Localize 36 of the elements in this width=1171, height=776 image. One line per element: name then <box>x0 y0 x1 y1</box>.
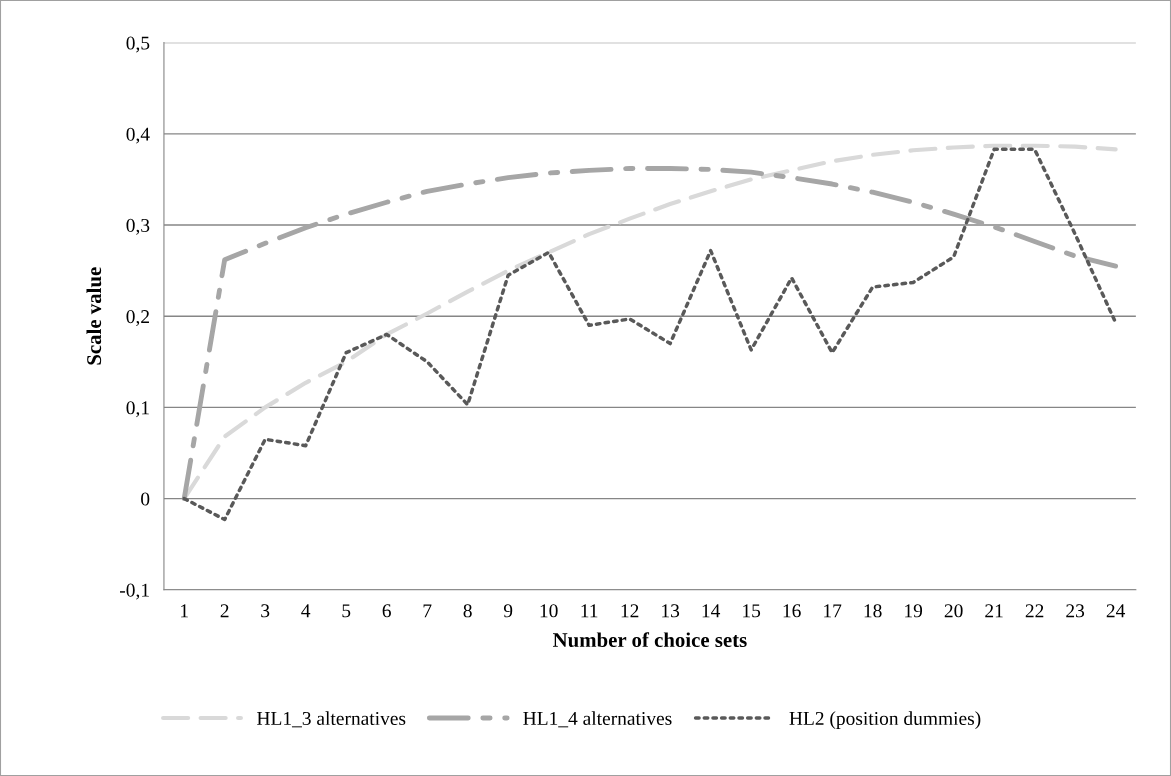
y-tick-label: 0,4 <box>126 127 150 144</box>
y-tick-label: 0,1 <box>126 401 149 418</box>
x-tick-label: 16 <box>783 604 801 618</box>
y-tick-label: 0 <box>141 492 150 506</box>
x-tick-label: 22 <box>1025 604 1044 618</box>
x-tick-label: 12 <box>621 604 639 618</box>
x-tick-label: 10 <box>540 604 558 618</box>
y-tick-label: 0,5 <box>126 36 150 53</box>
legend-label: HL1_4 alternatives <box>523 711 672 728</box>
x-axis-title: Number of choice sets <box>552 632 747 648</box>
x-tick-label: 11 <box>581 604 598 618</box>
x-tick-label: 13 <box>662 604 680 618</box>
x-tick-label: 17 <box>824 604 842 618</box>
x-tick-label: 7 <box>423 604 432 618</box>
x-tick-label: 1 <box>181 604 188 618</box>
x-tick-label: 8 <box>463 604 472 618</box>
x-tick-label: 5 <box>342 604 351 618</box>
y-tick-label: -0,1 <box>119 583 149 600</box>
x-tick-label: 20 <box>944 604 963 618</box>
x-tick-label: 6 <box>382 604 391 618</box>
x-tick-label: 9 <box>503 604 513 618</box>
x-tick-label: 4 <box>301 604 311 618</box>
x-tick-label: 18 <box>864 604 882 618</box>
x-tick-label: 14 <box>702 604 721 618</box>
legend-label: HL2 (position dummies) <box>789 711 981 729</box>
x-tick-label: 23 <box>1066 604 1085 618</box>
x-tick-label: 21 <box>985 604 1003 618</box>
x-tick-label: 19 <box>905 604 923 618</box>
legend-label: HL1_3 alternatives <box>257 711 406 728</box>
y-tick-label: 0,2 <box>126 310 149 326</box>
y-tick-label: 0,3 <box>126 218 150 235</box>
y-axis-title: Scale value <box>86 267 102 365</box>
x-tick-label: 24 <box>1106 604 1126 618</box>
x-tick-label: 3 <box>261 604 270 618</box>
x-tick-label: 2 <box>220 604 229 618</box>
x-tick-label: 15 <box>743 604 761 618</box>
